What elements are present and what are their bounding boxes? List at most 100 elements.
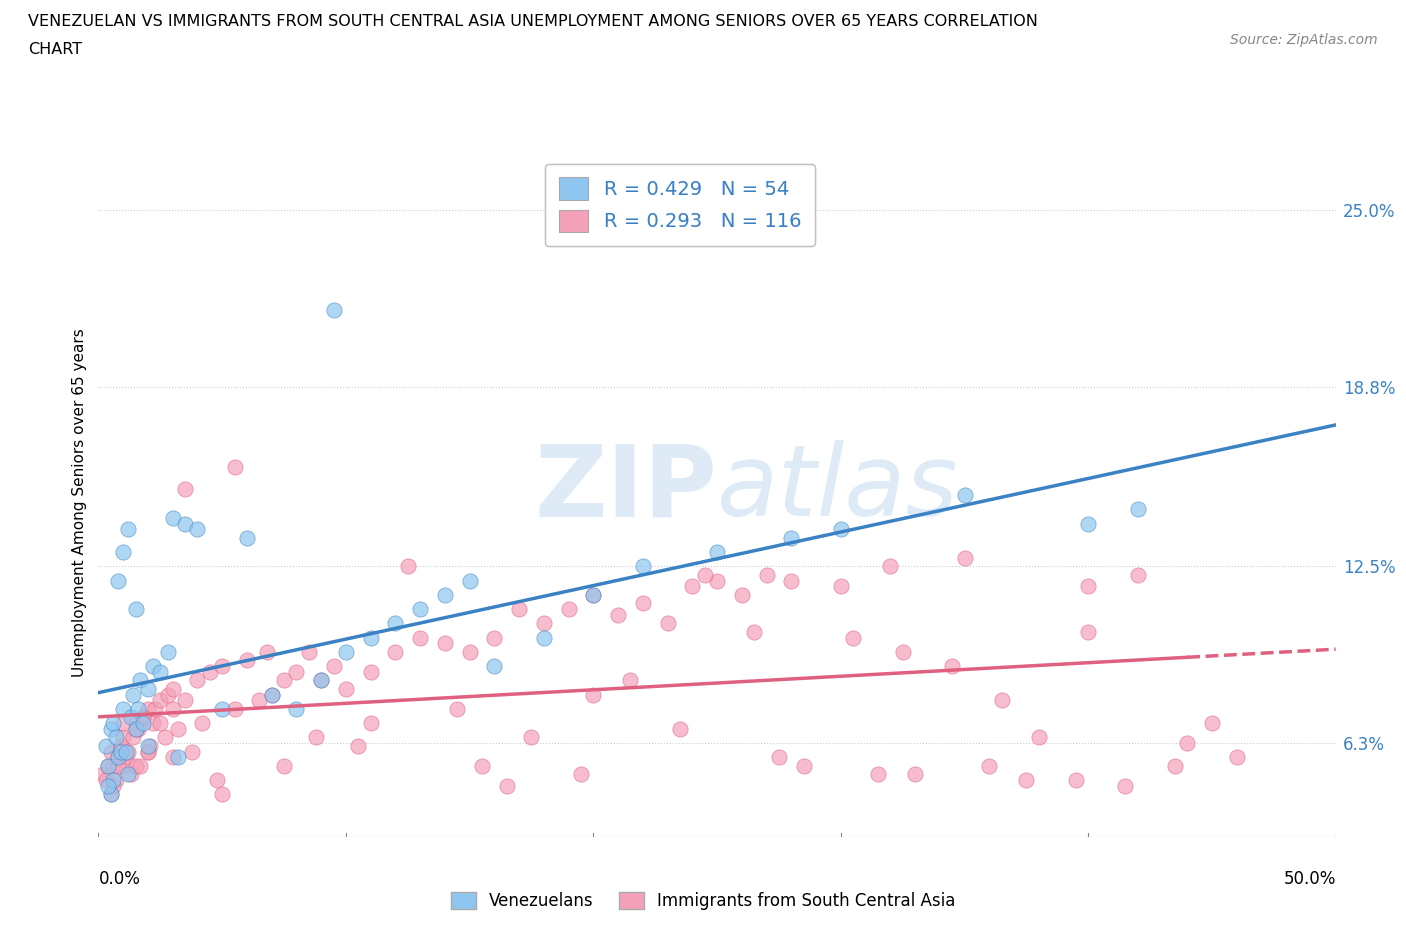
Point <box>122 730 145 745</box>
Point <box>211 701 233 716</box>
Point <box>1201 715 1223 730</box>
Point <box>136 744 159 759</box>
Point <box>211 658 233 673</box>
Point <box>731 588 754 603</box>
Point <box>1077 578 1099 593</box>
Point <box>162 750 184 764</box>
Point <box>681 578 703 593</box>
Point <box>335 682 357 697</box>
Point <box>94 738 117 753</box>
Point <box>446 701 468 716</box>
Point <box>186 522 208 537</box>
Point <box>129 672 152 687</box>
Point <box>830 522 852 537</box>
Point <box>247 693 270 708</box>
Point <box>166 722 188 737</box>
Point <box>780 530 803 545</box>
Point <box>136 682 159 697</box>
Point <box>309 672 332 687</box>
Point <box>149 715 172 730</box>
Text: atlas: atlas <box>717 440 959 538</box>
Point <box>97 758 120 773</box>
Text: CHART: CHART <box>28 42 82 57</box>
Point <box>322 658 344 673</box>
Point <box>669 722 692 737</box>
Point <box>107 750 129 764</box>
Point <box>110 738 132 753</box>
Point <box>107 573 129 588</box>
Point <box>142 658 165 673</box>
Point <box>793 758 815 773</box>
Point <box>582 687 605 702</box>
Point <box>260 687 283 702</box>
Point <box>256 644 278 659</box>
Point <box>156 687 179 702</box>
Y-axis label: Unemployment Among Seniors over 65 years: Unemployment Among Seniors over 65 years <box>72 328 87 677</box>
Point <box>132 715 155 730</box>
Point <box>93 767 115 782</box>
Point <box>569 767 592 782</box>
Point <box>112 758 135 773</box>
Point <box>122 687 145 702</box>
Point <box>693 567 716 582</box>
Text: ZIP: ZIP <box>534 440 717 538</box>
Point <box>582 588 605 603</box>
Point <box>1126 567 1149 582</box>
Point <box>631 559 654 574</box>
Point <box>114 750 136 764</box>
Point <box>520 730 543 745</box>
Legend: Venezuelans, Immigrants from South Central Asia: Venezuelans, Immigrants from South Centr… <box>444 885 962 917</box>
Point <box>360 715 382 730</box>
Point <box>557 602 579 617</box>
Point <box>582 588 605 603</box>
Point <box>953 487 976 502</box>
Point <box>97 758 120 773</box>
Point <box>941 658 963 673</box>
Point <box>112 730 135 745</box>
Point <box>124 715 146 730</box>
Point <box>155 730 177 745</box>
Point <box>117 744 139 759</box>
Point <box>136 744 159 759</box>
Point <box>117 522 139 537</box>
Point <box>1126 502 1149 517</box>
Point <box>181 744 204 759</box>
Point <box>100 787 122 802</box>
Point <box>396 559 419 574</box>
Point <box>631 596 654 611</box>
Point <box>508 602 530 617</box>
Point <box>103 778 125 793</box>
Point <box>979 758 1001 773</box>
Point <box>409 602 432 617</box>
Point <box>124 758 146 773</box>
Point <box>1028 730 1050 745</box>
Point <box>904 767 927 782</box>
Point <box>224 459 246 474</box>
Point <box>124 722 146 737</box>
Point <box>156 644 179 659</box>
Point <box>174 482 197 497</box>
Point <box>107 758 129 773</box>
Point <box>335 644 357 659</box>
Point <box>112 715 135 730</box>
Point <box>1114 778 1136 793</box>
Point <box>1226 750 1249 764</box>
Point <box>132 710 155 724</box>
Point <box>842 631 865 645</box>
Point <box>120 710 142 724</box>
Point <box>162 682 184 697</box>
Point <box>706 573 728 588</box>
Point <box>471 758 494 773</box>
Point <box>706 545 728 560</box>
Point <box>162 511 184 525</box>
Point <box>607 607 630 622</box>
Point <box>1015 773 1038 788</box>
Point <box>174 516 197 531</box>
Point <box>1164 758 1187 773</box>
Point <box>433 588 456 603</box>
Point <box>742 624 765 639</box>
Point <box>120 767 142 782</box>
Point <box>236 530 259 545</box>
Point <box>174 693 197 708</box>
Point <box>166 750 188 764</box>
